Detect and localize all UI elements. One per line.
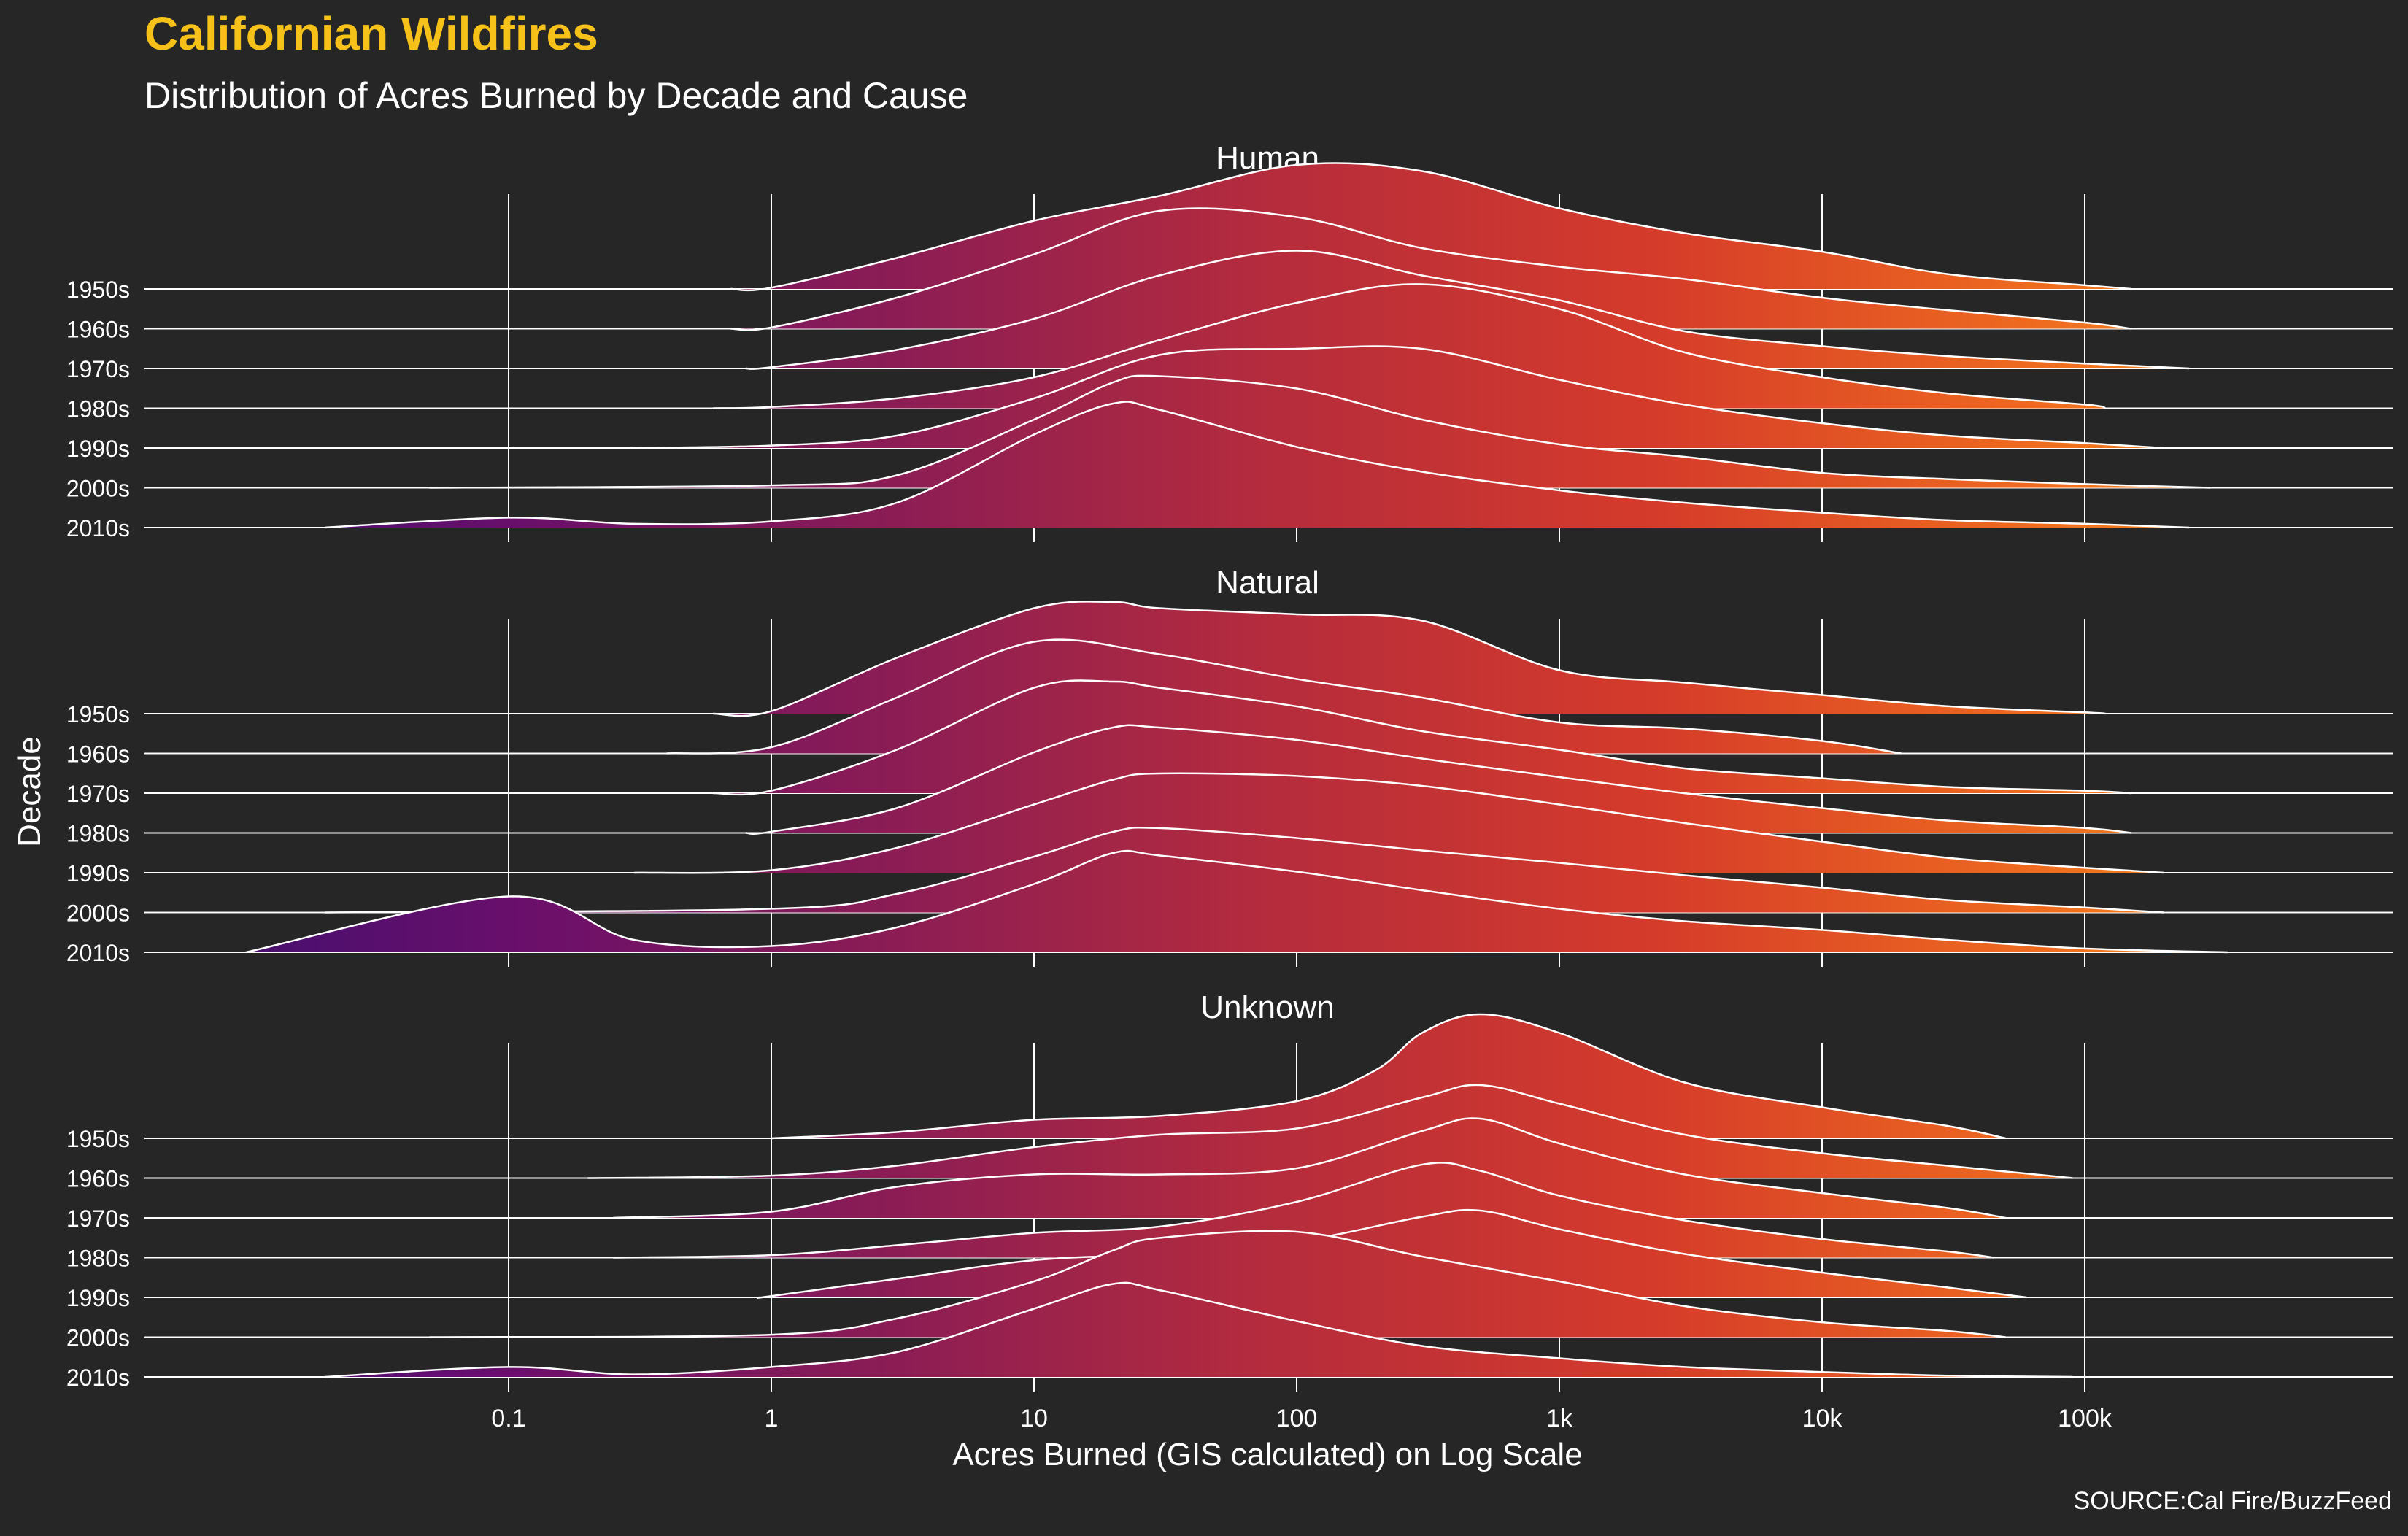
- ridge-area-unknown-2010s: [325, 1282, 2073, 1377]
- decade-label: 1970s: [66, 1205, 130, 1232]
- decade-label: 2010s: [66, 940, 130, 966]
- ridge-line-human-1950s: [730, 162, 2131, 292]
- decade-label: 2000s: [66, 1325, 130, 1351]
- ridge-line-human-1990s: [633, 345, 2164, 449]
- ridge-line-unknown-1990s: [756, 1208, 2027, 1299]
- x-tick-label: 1k: [1546, 1405, 1573, 1432]
- chart-subtitle: Distribution of Acres Burned by Decade a…: [144, 75, 968, 116]
- ridge-line-human-1960s: [730, 207, 2131, 331]
- ridge-line-human-1980s: [713, 283, 2106, 409]
- decade-label: 2010s: [66, 515, 130, 541]
- ridge-area-natural-1990s: [633, 773, 2164, 873]
- ridge-line-human-2010s: [325, 401, 2190, 529]
- ridge-line-unknown-1950s: [771, 1013, 2006, 1140]
- decade-label: 1950s: [66, 701, 130, 728]
- ridge-line-natural-1970s: [713, 679, 2131, 796]
- ridge-line-unknown-1980s: [613, 1162, 1994, 1259]
- ridge-line-natural-1960s: [666, 638, 1902, 755]
- x-tick-label: 0.1: [491, 1405, 525, 1432]
- x-tick-label: 10: [1020, 1405, 1048, 1432]
- panel-natural: Natural 1950s 1960s 1970s 1980s 1990s 2000s 201…: [66, 565, 2393, 967]
- decade-label: 2010s: [66, 1365, 130, 1391]
- ridge-area-natural-2010s: [246, 851, 2228, 952]
- decade-label: 1990s: [66, 860, 130, 887]
- decade-label: 1960s: [66, 317, 130, 343]
- decade-label: 1980s: [66, 821, 130, 847]
- decade-label: 1950s: [66, 1126, 130, 1152]
- y-axis-label: Decade: [12, 736, 47, 847]
- x-tick-labels: 0.1 1 10 100 1k 10k 100k: [491, 1405, 2112, 1432]
- panels-group: Human1950s1960s1970s1980s1990s2000s2010s…: [66, 140, 2393, 1392]
- ridge-line-natural-1990s: [633, 772, 2164, 874]
- ridge-area-human-1990s: [633, 346, 2164, 448]
- decade-label: 1960s: [66, 741, 130, 768]
- ridge-area-unknown-1970s: [613, 1118, 2006, 1218]
- ridge-line-natural-1980s: [746, 724, 2131, 835]
- panel-title-unknown: Unknown: [1200, 989, 1334, 1025]
- decade-label: 1970s: [66, 781, 130, 807]
- x-axis-label: Acres Burned (GIS calculated) on Log Sca…: [952, 1437, 1582, 1473]
- ridge-line-unknown-2000s: [429, 1230, 2006, 1338]
- ridge-area-unknown-1960s: [587, 1084, 2073, 1178]
- ridge-line-human-2000s: [429, 374, 2210, 489]
- x-tick-label: 1: [765, 1405, 779, 1432]
- ridge-area-unknown-1950s: [771, 1014, 2006, 1138]
- ridge-line-natural-2000s: [325, 826, 2164, 914]
- ridge-area-human-1980s: [713, 284, 2106, 409]
- decade-label: 1950s: [66, 277, 130, 303]
- decade-label: 1960s: [66, 1166, 130, 1192]
- decade-label: 1990s: [66, 1285, 130, 1311]
- panel-unknown: Unknown 1950s 1960s 1970s 1980s 1990s 2000s 201…: [66, 989, 2393, 1392]
- decade-label: 1990s: [66, 436, 130, 462]
- panel-title-natural: Natural: [1216, 565, 1319, 601]
- ridge-area-human-1960s: [730, 208, 2131, 331]
- decade-label: 1970s: [66, 356, 130, 382]
- ridge-line-human-1970s: [746, 250, 2190, 370]
- ridge-area-human-2010s: [325, 401, 2190, 528]
- ridge-line-natural-1950s: [713, 601, 2106, 717]
- x-tick-label: 10k: [1802, 1405, 1843, 1432]
- ridge-line-natural-2010s: [245, 849, 2228, 954]
- chart-title: Californian Wildfires: [144, 7, 598, 60]
- decade-label: 2000s: [66, 476, 130, 502]
- decade-label: 1980s: [66, 396, 130, 422]
- decade-label: 1980s: [66, 1246, 130, 1272]
- ridge-line-unknown-1960s: [587, 1084, 2073, 1179]
- x-tick-label: 100: [1276, 1405, 1318, 1432]
- ridge-area-unknown-2000s: [429, 1230, 2006, 1338]
- ridge-line-unknown-1970s: [613, 1117, 2006, 1219]
- chart-caption: SOURCE:Cal Fire/BuzzFeed: [2074, 1487, 2392, 1515]
- decade-label: 2000s: [66, 900, 130, 927]
- x-tick-label: 100k: [2058, 1405, 2112, 1432]
- ridge-line-unknown-2010s: [325, 1281, 2073, 1378]
- ridge-area-unknown-1980s: [613, 1162, 1994, 1258]
- ridge-area-human-2000s: [429, 375, 2210, 488]
